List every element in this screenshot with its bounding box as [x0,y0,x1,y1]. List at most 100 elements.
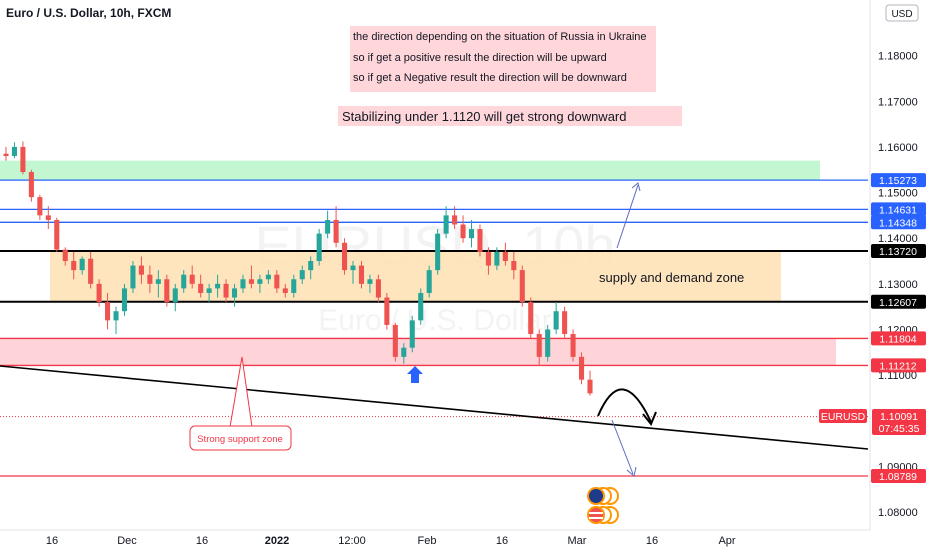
candle[interactable] [88,258,94,284]
price-tick-label: 1.16000 [878,142,918,154]
support-zone[interactable] [0,338,836,366]
candle[interactable] [121,288,128,312]
candle[interactable] [215,283,221,289]
candle[interactable] [367,279,373,284]
candle[interactable] [401,347,407,357]
candle[interactable] [147,274,153,284]
support-callout-box[interactable] [189,425,292,451]
candle[interactable] [96,283,102,303]
candle[interactable] [11,146,18,157]
candle[interactable] [308,261,314,271]
candle[interactable] [494,251,500,266]
candle[interactable] [62,249,68,262]
candle[interactable] [562,311,568,335]
candle[interactable] [418,292,424,321]
candle[interactable] [342,242,348,271]
candle[interactable] [519,270,525,303]
support-trendline[interactable] [0,365,869,450]
candle[interactable] [105,302,111,321]
time-axis[interactable]: 16 Dec 16 2022 12:00 Feb 16 Mar 16 Apr [46,535,736,547]
candle[interactable] [3,153,9,157]
candle[interactable] [113,311,119,321]
candle[interactable] [28,172,34,198]
candle[interactable] [409,320,415,348]
candle[interactable] [45,215,51,220]
candle[interactable] [350,265,356,271]
candle[interactable] [299,270,305,280]
candle[interactable] [79,258,85,271]
chart-title: Euro / U.S. Dollar, 10h, FXCM [6,6,171,20]
countdown-text: 07:45:35 [879,423,920,435]
time-tick-label: Mar [568,535,587,547]
level-tag-text-1.15273: 1.15273 [879,175,917,187]
candle[interactable] [282,288,288,293]
candle[interactable] [198,283,204,293]
price-tick-label: 1.11000 [878,370,917,382]
candle[interactable] [502,251,508,262]
candle[interactable] [181,274,187,289]
candle[interactable] [325,219,331,234]
note-line-2: so if get a positive result the directio… [353,52,607,64]
description-watermark: Euro / U.S. Dollar [318,304,551,337]
level-tag-text-1.11804: 1.11804 [879,333,916,345]
candle[interactable] [155,279,161,284]
time-tick-label: 2022 [265,535,289,547]
level-tag-text-1.13720: 1.13720 [879,246,917,258]
candle[interactable] [37,197,43,216]
candle[interactable] [485,251,491,266]
economic-events-icons[interactable] [587,487,619,524]
candle[interactable] [460,224,466,239]
candle[interactable] [452,215,458,225]
candle[interactable] [477,229,483,252]
candle[interactable] [443,215,449,234]
candle[interactable] [223,283,229,298]
upward-projection-arrow[interactable] [616,184,639,249]
candle[interactable] [468,229,475,239]
candle[interactable] [240,279,246,289]
candle[interactable] [553,311,559,330]
candle[interactable] [384,297,390,325]
candle[interactable] [71,261,77,271]
candle[interactable] [274,274,280,289]
candle[interactable] [426,270,432,293]
green-zone[interactable] [0,160,820,181]
candle[interactable] [172,288,178,303]
candle[interactable] [138,265,144,275]
candle[interactable] [257,279,263,284]
candle[interactable] [333,219,339,243]
candle[interactable] [375,279,381,298]
time-tick-label: Apr [718,535,735,547]
bounce-curve-arrow[interactable] [597,388,652,423]
downward-projection-arrow[interactable] [611,419,634,475]
candle[interactable] [20,146,26,173]
candle[interactable] [358,265,365,284]
currency-badge[interactable] [885,4,919,22]
candle[interactable] [130,265,136,289]
supply-demand-zone[interactable] [50,250,781,302]
candle[interactable] [545,329,551,357]
time-tick-label: Dec [117,535,137,547]
candle[interactable] [392,324,398,357]
candle[interactable] [587,379,593,394]
candle[interactable] [291,279,297,293]
candle[interactable] [164,279,170,303]
candle[interactable] [189,274,195,284]
candle[interactable] [536,334,542,357]
candle[interactable] [528,302,534,335]
candle[interactable] [511,261,517,271]
current-price-tag [872,409,926,435]
candle[interactable] [570,334,576,357]
candle[interactable] [435,233,441,271]
candle[interactable] [265,274,271,280]
headline-text: Stabilizing under 1.1120 will get strong… [342,109,626,124]
bounce-arrow-head [642,411,657,426]
candle[interactable] [316,233,322,262]
candle[interactable] [206,288,212,293]
candle[interactable] [578,356,585,380]
candle[interactable] [248,279,254,284]
candle[interactable] [54,219,60,250]
candle[interactable] [231,288,238,298]
level-tag-text-1.14348: 1.14348 [879,217,917,229]
